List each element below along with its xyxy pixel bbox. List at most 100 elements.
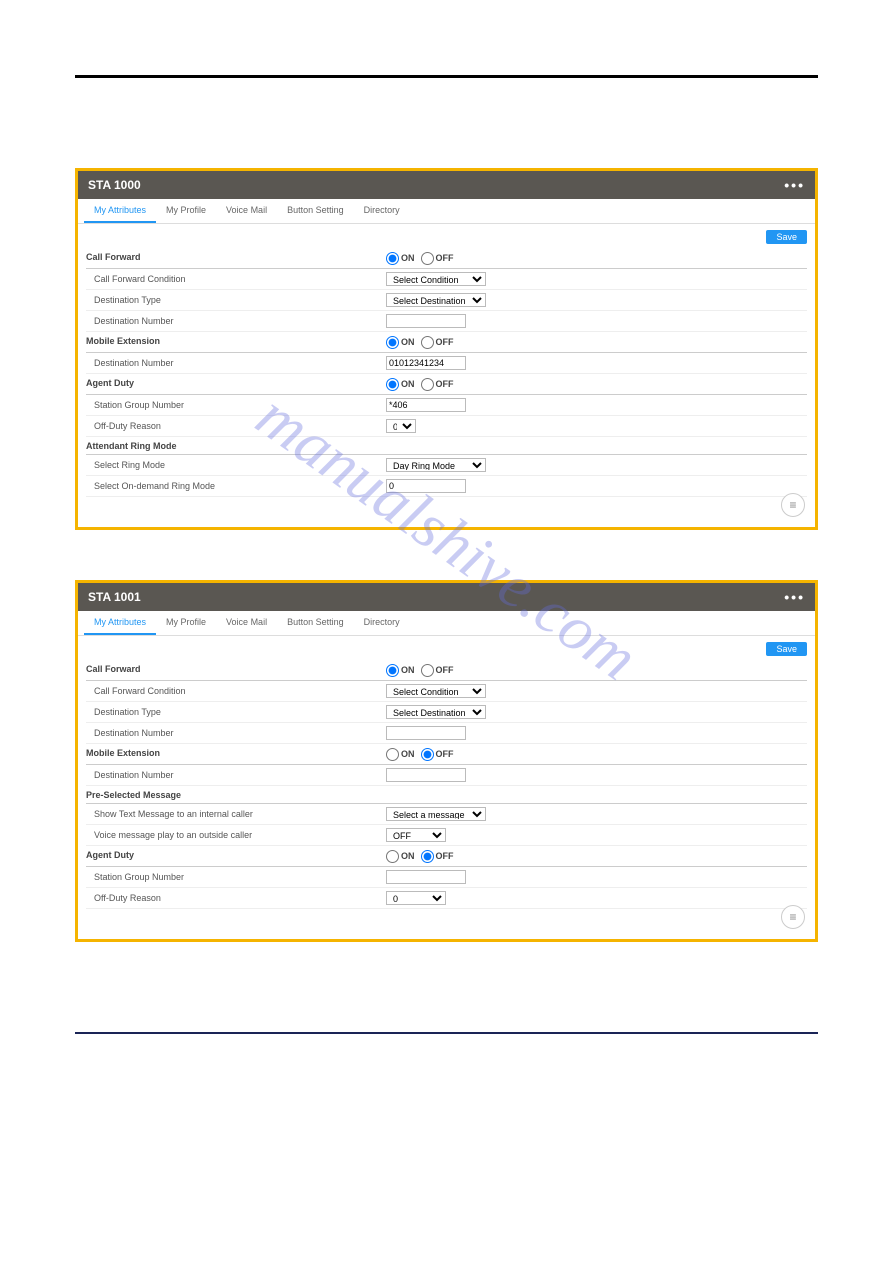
section-head: Mobile ExtensionON OFF [86,332,807,353]
form-area: Call ForwardONOFFCall Forward ConditionS… [78,248,815,527]
row-label: Destination Type [86,295,386,305]
row-label: Voice message play to an outside caller [86,830,386,840]
radio-off[interactable]: OFF [421,749,454,759]
save-row: Save [78,224,815,248]
tab-my-attributes[interactable]: My Attributes [84,611,156,635]
tabs: My AttributesMy ProfileVoice MailButton … [78,199,815,224]
section-head: Call ForwardON OFF [86,660,807,681]
row-control: Select Destination Type [386,705,807,719]
row-control [386,768,807,782]
save-button[interactable]: Save [766,230,807,244]
form-row: Destination TypeSelect Destination Type [86,290,807,311]
top-rule [75,75,818,78]
form-row: Station Group Number [86,867,807,888]
section-control: ON OFF [386,378,807,391]
form-row: Destination Number [86,765,807,786]
section-label: Mobile Extension [86,748,386,761]
radio-on[interactable]: ON [386,749,415,759]
form-row: Destination TypeSelect Destination Type [86,702,807,723]
section-control [386,441,807,451]
input-destination-number[interactable] [386,726,466,740]
form-row: Select On-demand Ring Mode [86,476,807,497]
radio-off[interactable]: OFF [421,337,454,347]
row-label: Destination Number [86,770,386,780]
section-control: ON OFF [386,748,807,761]
radio-on[interactable]: ON [386,665,415,675]
form-row: Destination Number [86,311,807,332]
section-label: Agent Duty [86,378,386,391]
section-head: Agent DutyONOFF [86,846,807,867]
select-select-ring-mode[interactable]: Day Ring Mode [386,458,486,472]
tab-my-profile[interactable]: My Profile [156,611,216,635]
more-icon[interactable]: ••• [784,589,805,605]
form-row: Off-Duty Reason0 [86,888,807,909]
radio-on[interactable]: ON [386,253,415,263]
select-voice-message-play-to-an-outside-caller[interactable]: OFF [386,828,446,842]
section-head: Mobile ExtensionON OFF [86,744,807,765]
row-label: Off-Duty Reason [86,421,386,431]
row-label: Off-Duty Reason [86,893,386,903]
select-off-duty-reason[interactable]: 0 [386,419,416,433]
row-control [386,314,807,328]
tab-button-setting[interactable]: Button Setting [277,611,354,635]
row-control: Select Condition [386,684,807,698]
panel-header: STA 1000••• [78,171,815,199]
menu-icon[interactable]: ≡ [781,493,805,517]
row-label: Station Group Number [86,400,386,410]
menu-icon[interactable]: ≡ [781,905,805,929]
radio-on[interactable]: ON [386,379,415,389]
radio-off[interactable]: OFF [421,665,454,675]
panel-title: STA 1001 [88,590,141,604]
tab-voice-mail[interactable]: Voice Mail [216,199,277,223]
section-control: ON OFF [386,664,807,677]
row-label: Destination Number [86,358,386,368]
row-control: Select Condition [386,272,807,286]
select-show-text-message-to-an-internal-caller[interactable]: Select a message [386,807,486,821]
select-call-forward-condition[interactable]: Select Condition [386,684,486,698]
form-row: Show Text Message to an internal callerS… [86,804,807,825]
input-destination-number[interactable] [386,768,466,782]
input-station-group-number[interactable] [386,398,466,412]
section-head: Agent DutyON OFF [86,374,807,395]
select-call-forward-condition[interactable]: Select Condition [386,272,486,286]
input-select-on-demand-ring-mode[interactable] [386,479,466,493]
form-row: Call Forward ConditionSelect Condition [86,681,807,702]
row-control [386,479,807,493]
radio-on[interactable]: ON [386,337,415,347]
input-station-group-number[interactable] [386,870,466,884]
tab-button-setting[interactable]: Button Setting [277,199,354,223]
form-area: Call ForwardONOFFCall Forward ConditionS… [78,660,815,939]
row-control: Select Destination Type [386,293,807,307]
panel-0: STA 1000•••My AttributesMy ProfileVoice … [75,168,818,530]
section-head: Call ForwardONOFF [86,248,807,269]
section-head: Attendant Ring Mode [86,437,807,455]
input-destination-number[interactable] [386,356,466,370]
row-control [386,398,807,412]
section-label: Call Forward [86,664,386,677]
bottom-rule [75,1032,818,1034]
radio-off[interactable]: OFF [421,851,454,861]
tab-directory[interactable]: Directory [354,611,410,635]
row-control: 0 [386,419,807,433]
tab-my-profile[interactable]: My Profile [156,199,216,223]
save-button[interactable]: Save [766,642,807,656]
radio-off[interactable]: OFF [421,253,454,263]
select-off-duty-reason[interactable]: 0 [386,891,446,905]
row-control [386,726,807,740]
select-destination-type[interactable]: Select Destination Type [386,293,486,307]
section-label: Mobile Extension [86,336,386,349]
section-control: ON OFF [386,336,807,349]
tab-directory[interactable]: Directory [354,199,410,223]
panel-1: STA 1001•••My AttributesMy ProfileVoice … [75,580,818,942]
row-control: Day Ring Mode [386,458,807,472]
tab-voice-mail[interactable]: Voice Mail [216,611,277,635]
more-icon[interactable]: ••• [784,177,805,193]
select-destination-type[interactable]: Select Destination Type [386,705,486,719]
radio-off[interactable]: OFF [421,379,454,389]
row-label: Call Forward Condition [86,274,386,284]
row-control [386,356,807,370]
tab-my-attributes[interactable]: My Attributes [84,199,156,223]
radio-on[interactable]: ON [386,851,415,861]
input-destination-number[interactable] [386,314,466,328]
row-label: Destination Number [86,316,386,326]
